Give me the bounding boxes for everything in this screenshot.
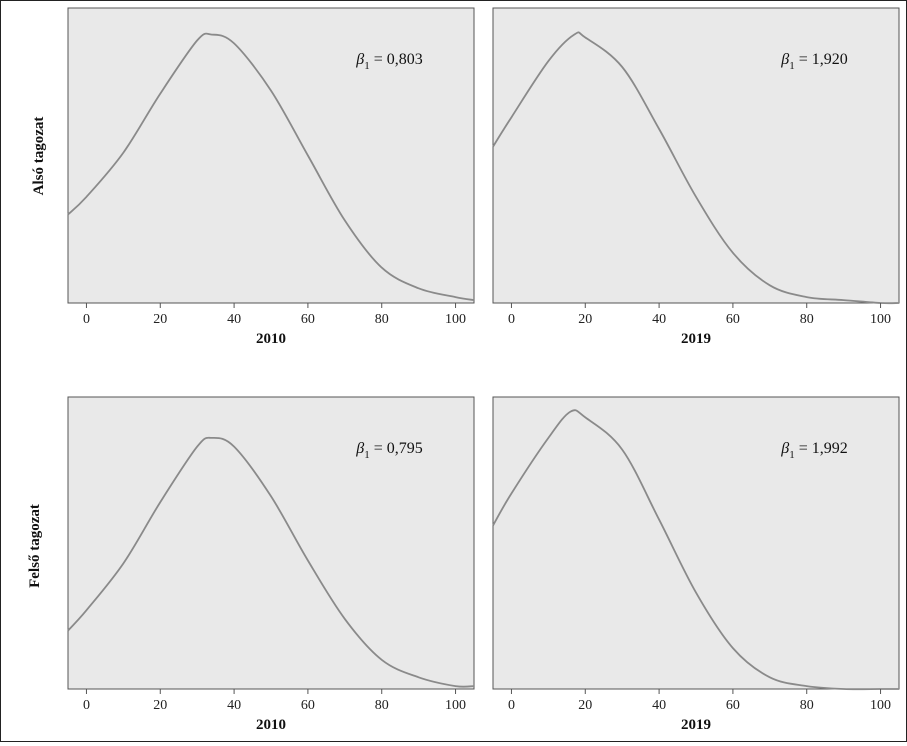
- x-tick-label: 100: [870, 312, 891, 327]
- row-label: Alsó tagozat: [31, 117, 47, 196]
- x-tick-label: 40: [652, 698, 666, 713]
- x-tick-label: 0: [83, 312, 90, 327]
- series-line: [67, 436, 475, 688]
- x-tick-label: 40: [227, 312, 241, 327]
- x-tick-label: 80: [375, 698, 389, 713]
- beta-subscript: 1: [364, 60, 370, 72]
- series-line: [67, 32, 475, 301]
- beta-symbol: β: [780, 440, 789, 457]
- chart-panel: 0 20 40 60 80 100 2010 β1 = 0,795: [67, 396, 475, 733]
- chart-panel: 0 20 40 60 80 100 2019 β1 = 1,992: [492, 396, 900, 733]
- beta-value: = 1,920: [795, 51, 848, 68]
- x-tick-label: 20: [153, 312, 167, 327]
- x-tick-label: 0: [508, 312, 515, 327]
- x-tick-label: 60: [726, 698, 740, 713]
- x-tick-label: 20: [578, 312, 592, 327]
- x-axis-label: 2010: [256, 331, 286, 347]
- x-tick-label: 40: [652, 312, 666, 327]
- beta-symbol: β: [355, 440, 364, 457]
- plot-area: [492, 7, 900, 304]
- x-tick-label: 20: [153, 698, 167, 713]
- beta-annotation: β1 = 0,803: [355, 51, 423, 72]
- x-tick-label: 60: [726, 312, 740, 327]
- beta-annotation: β1 = 1,992: [780, 440, 848, 461]
- plot-area: [67, 7, 475, 304]
- series-line: [492, 31, 900, 305]
- x-axis-label: 2019: [681, 331, 711, 347]
- beta-annotation: β1 = 1,920: [780, 51, 848, 72]
- x-tick-label: 100: [445, 312, 466, 327]
- series-line: [492, 409, 899, 691]
- x-tick-label: 0: [508, 698, 515, 713]
- x-axis-label: 2010: [256, 717, 286, 733]
- x-tick-label: 40: [227, 698, 241, 713]
- x-tick-label: 80: [375, 312, 389, 327]
- x-tick-label: 80: [800, 312, 814, 327]
- x-tick-label: 60: [301, 698, 315, 713]
- x-tick-label: 80: [800, 698, 814, 713]
- beta-subscript: 1: [789, 60, 795, 72]
- x-tick-label: 100: [445, 698, 466, 713]
- x-tick-label: 0: [83, 698, 90, 713]
- chart-panel: 0 20 40 60 80 100 2010 β1 = 0,803: [67, 7, 475, 347]
- beta-annotation: β1 = 0,795: [355, 440, 423, 461]
- beta-symbol: β: [780, 51, 789, 68]
- x-tick-label: 100: [870, 698, 891, 713]
- x-axis-label: 2019: [681, 717, 711, 733]
- x-tick-label: 20: [578, 698, 592, 713]
- beta-subscript: 1: [789, 449, 795, 461]
- beta-value: = 0,803: [370, 51, 423, 68]
- beta-symbol: β: [355, 51, 364, 68]
- x-tick-label: 60: [301, 312, 315, 327]
- row-label: Felső tagozat: [27, 504, 43, 588]
- beta-value: = 0,795: [370, 440, 423, 457]
- plot-area: [492, 396, 900, 690]
- beta-subscript: 1: [364, 449, 370, 461]
- beta-value: = 1,992: [795, 440, 848, 457]
- chart-panel: 0 20 40 60 80 100 2019 β1 = 1,920: [492, 7, 900, 347]
